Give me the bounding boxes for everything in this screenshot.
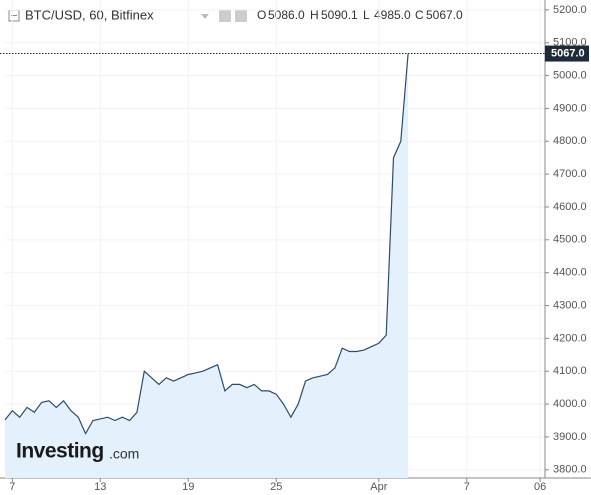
y-tick-label: 5200.0	[553, 4, 587, 16]
x-tick-label: 7	[9, 481, 15, 493]
y-tick-label: 4700.0	[553, 168, 587, 180]
logo-suffix: .com	[109, 446, 139, 462]
chart-title: BTC/USD, 60, Bitfinex	[25, 7, 154, 22]
y-tick-label: 5000.0	[553, 69, 587, 81]
y-tick-label: 4200.0	[553, 332, 587, 344]
last-price-label: 5067.0	[551, 47, 585, 59]
ohlc-value: 5067.0	[426, 8, 463, 22]
y-tick-label: 3900.0	[553, 431, 587, 443]
y-tick-label: 4600.0	[553, 201, 587, 213]
y-tick-label: 3800.0	[553, 464, 587, 476]
gear-icon[interactable]	[235, 10, 247, 22]
last-price-tag	[545, 45, 589, 62]
y-tick-label: 4400.0	[553, 267, 587, 279]
ohlc-value: 5086.0	[268, 8, 305, 22]
logo-name: Investing	[16, 440, 104, 463]
ohlc-name: O	[257, 8, 266, 22]
x-tick-label: 25	[270, 481, 282, 493]
settings-icon[interactable]	[219, 10, 231, 22]
ohlc-value: 4985.0	[374, 8, 411, 22]
dropdown-arrow[interactable]	[201, 14, 209, 19]
x-tick-label: 19	[182, 481, 194, 493]
price-line	[4, 53, 409, 435]
ohlc-name: C	[415, 8, 424, 22]
y-tick-label: 4900.0	[553, 102, 587, 114]
y-tick-label: 4100.0	[553, 365, 587, 377]
ohlc-value: 5090.1	[321, 8, 358, 22]
area-fill	[5, 53, 409, 478]
x-tick-label: 7	[464, 481, 470, 493]
x-tick-label: 06	[534, 481, 546, 493]
y-tick-label: 4000.0	[553, 398, 587, 410]
y-tick-label: 4500.0	[553, 234, 587, 246]
x-tick-label: 13	[94, 481, 106, 493]
x-tick-label: Apr	[370, 481, 387, 493]
y-tick-label: 4300.0	[553, 299, 587, 311]
ohlc-name: H	[310, 8, 319, 22]
ohlc-name: L	[363, 8, 370, 22]
y-tick-label: 4800.0	[553, 135, 587, 147]
